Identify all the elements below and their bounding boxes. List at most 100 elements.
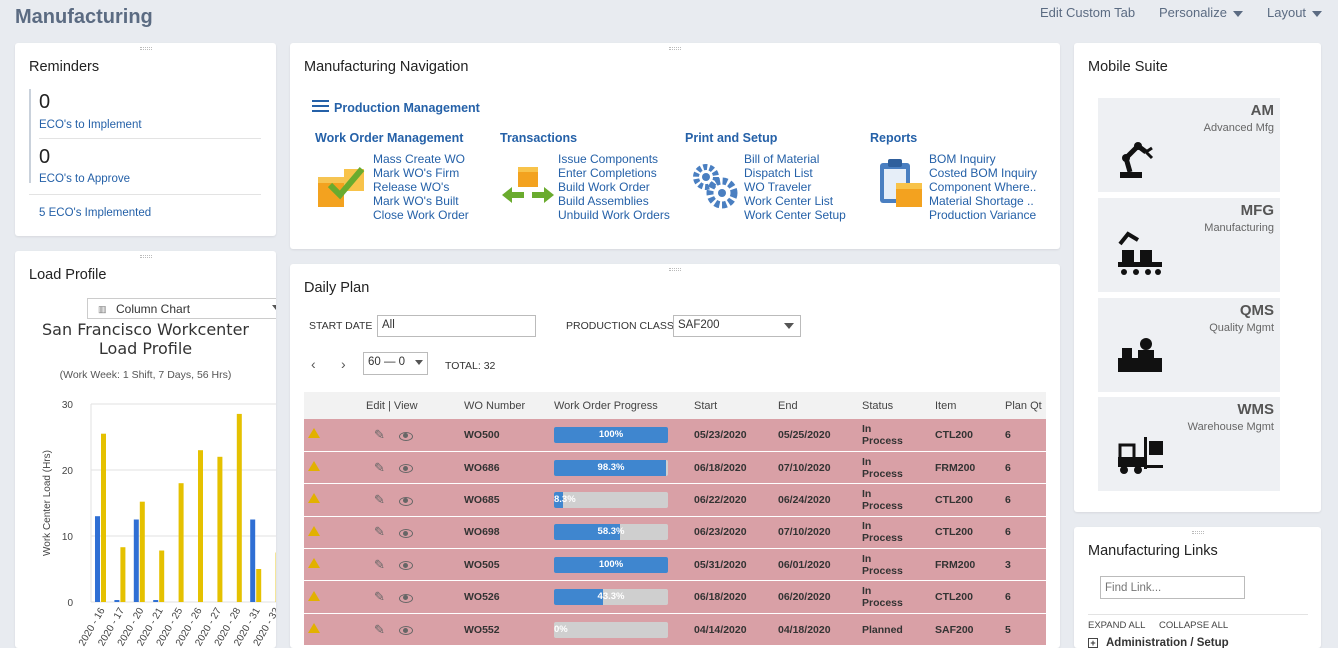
- bom-inquiry-link[interactable]: BOM Inquiry: [929, 152, 996, 166]
- issue-components-link[interactable]: Issue Components: [558, 152, 659, 166]
- table-row[interactable]: ✎ WO505 100% 05/31/2020 06/01/2020 In Process F…: [304, 548, 1046, 582]
- transactions-heading[interactable]: Transactions: [500, 131, 578, 145]
- column-header[interactable]: Edit | View: [362, 392, 460, 419]
- view-eye-icon[interactable]: [398, 626, 413, 636]
- production-management-heading[interactable]: Production Management: [334, 101, 480, 115]
- table-row[interactable]: ✎ WO698 58.3% 06/23/2020 07/10/2020 In Process…: [304, 516, 1046, 550]
- view-eye-icon[interactable]: [398, 496, 413, 506]
- plan-qty-cell: 6: [1001, 419, 1046, 452]
- view-eye-icon[interactable]: [398, 431, 413, 441]
- previous-page-icon[interactable]: ‹: [311, 356, 316, 372]
- edit-custom-tab-link[interactable]: Edit Custom Tab: [1040, 5, 1136, 20]
- tile-wms[interactable]: WMS Warehouse Mgmt: [1098, 397, 1280, 491]
- menu-icon[interactable]: [312, 100, 329, 112]
- page-range-select[interactable]: 60 — 0: [363, 352, 428, 375]
- layout-menu[interactable]: Layout: [1267, 5, 1323, 20]
- drag-handle[interactable]: [139, 47, 152, 50]
- column-header[interactable]: Work Order Progress: [550, 392, 690, 419]
- wo-number-cell[interactable]: WO685: [460, 483, 550, 517]
- work-center-setup-link[interactable]: Work Center Setup: [744, 208, 846, 222]
- column-header[interactable]: End: [774, 392, 858, 419]
- expand-all-link[interactable]: EXPAND ALL: [1088, 620, 1146, 631]
- drag-handle[interactable]: [669, 47, 681, 50]
- tile-mfg[interactable]: MFG Manufacturing: [1098, 198, 1280, 292]
- edit-pencil-icon[interactable]: ✎: [374, 621, 385, 637]
- print-and-setup-heading[interactable]: Print and Setup: [685, 131, 778, 145]
- drag-handle[interactable]: [139, 255, 152, 258]
- table-row[interactable]: ✎ WO552 0% 04/14/2020 04/18/2020 Planned SAF20…: [304, 613, 1046, 647]
- expand-plus-icon[interactable]: +: [1088, 638, 1098, 648]
- view-eye-icon[interactable]: [398, 561, 413, 571]
- close-work-order-link[interactable]: Close Work Order: [373, 208, 469, 222]
- unbuild-work-orders-link[interactable]: Unbuild Work Orders: [558, 208, 670, 222]
- build-assemblies-link[interactable]: Build Assemblies: [558, 194, 649, 208]
- edit-pencil-icon[interactable]: ✎: [374, 556, 385, 572]
- build-work-order-link[interactable]: Build Work Order: [558, 180, 650, 194]
- wo-traveler-link[interactable]: WO Traveler: [744, 180, 812, 194]
- enter-completions-link[interactable]: Enter Completions: [558, 166, 657, 180]
- status-line2: Process: [862, 597, 903, 610]
- mark-wo-built-link[interactable]: Mark WO's Built: [373, 194, 459, 208]
- work-order-management-heading[interactable]: Work Order Management: [315, 131, 464, 145]
- bill-of-material-link[interactable]: Bill of Material: [744, 152, 820, 166]
- reminder-count[interactable]: 0: [39, 146, 51, 168]
- view-eye-icon[interactable]: [398, 593, 413, 603]
- chart-type-select[interactable]: ▥ Column Chart: [87, 298, 276, 319]
- column-header[interactable]: WO Number: [460, 392, 550, 419]
- administration-setup-group[interactable]: Administration / Setup: [1106, 637, 1229, 648]
- view-eye-icon[interactable]: [398, 464, 413, 474]
- edit-pencil-icon[interactable]: ✎: [374, 459, 385, 475]
- reminder-label[interactable]: ECO's to Approve: [39, 173, 131, 185]
- mass-create-wo-link[interactable]: Mass Create WO: [373, 152, 466, 166]
- view-eye-icon[interactable]: [398, 529, 413, 539]
- production-variance-link[interactable]: Production Variance: [929, 208, 1037, 222]
- table-row[interactable]: ✎ WO526 43.3% 06/18/2020 06/20/2020 In Process…: [304, 580, 1046, 614]
- status-cell: In Process: [858, 483, 931, 517]
- column-header[interactable]: Item: [931, 392, 1001, 419]
- end-date-cell: 07/10/2020: [774, 451, 858, 485]
- production-class-select[interactable]: SAF200: [673, 315, 801, 337]
- collapse-all-link[interactable]: COLLAPSE ALL: [1159, 620, 1229, 631]
- edit-pencil-icon[interactable]: ✎: [374, 426, 385, 442]
- wo-number-cell[interactable]: WO526: [460, 580, 550, 614]
- tile-am[interactable]: AM Advanced Mfg: [1098, 98, 1280, 192]
- drag-handle[interactable]: [669, 268, 681, 271]
- reports-heading[interactable]: Reports: [870, 131, 918, 145]
- bar: [139, 501, 145, 602]
- eco-implemented-link[interactable]: 5 ECO's Implemented: [39, 207, 151, 219]
- wo-number-cell[interactable]: WO698: [460, 516, 550, 550]
- wo-number-cell[interactable]: WO552: [460, 613, 550, 647]
- work-center-list-link[interactable]: Work Center List: [744, 194, 834, 208]
- table-row[interactable]: ✎ WO500 100% 05/23/2020 05/25/2020 In Process C…: [304, 419, 1046, 452]
- drag-handle[interactable]: [1191, 531, 1204, 534]
- progress-bar: 100%: [554, 556, 668, 573]
- column-header[interactable]: Plan Qt: [1001, 392, 1046, 419]
- start-date-input[interactable]: All: [377, 315, 536, 337]
- reminder-label[interactable]: ECO's to Implement: [39, 119, 142, 131]
- reminders-title: Reminders: [29, 59, 100, 75]
- table-row[interactable]: ✎ WO685 8.3% 06/22/2020 06/24/2020 In Process C…: [304, 483, 1046, 517]
- find-link-input[interactable]: [1100, 576, 1245, 599]
- component-where-link[interactable]: Component Where..: [929, 180, 1037, 194]
- table-row[interactable]: ✎ WO686 98.3% 06/18/2020 07/10/2020 In Process…: [304, 451, 1046, 485]
- edit-pencil-icon[interactable]: ✎: [374, 491, 385, 507]
- wo-number-cell[interactable]: WO500: [460, 419, 550, 452]
- wo-number-cell[interactable]: WO505: [460, 548, 550, 582]
- tile-qms[interactable]: QMS Quality Mgmt: [1098, 298, 1280, 392]
- bar: [250, 519, 256, 602]
- chart-type-value: Column Chart: [116, 302, 191, 316]
- personalize-menu[interactable]: Personalize: [1159, 5, 1243, 20]
- material-shortage-link[interactable]: Material Shortage ..: [929, 194, 1034, 208]
- column-header[interactable]: Start: [690, 392, 774, 419]
- mark-wo-firm-link[interactable]: Mark WO's Firm: [373, 166, 460, 180]
- dispatch-list-link[interactable]: Dispatch List: [744, 166, 813, 180]
- costed-bom-inquiry-link[interactable]: Costed BOM Inquiry: [929, 166, 1038, 180]
- tile-name: Manufacturing: [1204, 222, 1274, 234]
- wo-number-cell[interactable]: WO686: [460, 451, 550, 485]
- next-page-icon[interactable]: ›: [341, 356, 346, 372]
- column-header[interactable]: Status: [858, 392, 931, 419]
- reminder-count[interactable]: 0: [39, 91, 51, 113]
- edit-pencil-icon[interactable]: ✎: [374, 524, 385, 540]
- release-wo-link[interactable]: Release WO's: [373, 180, 450, 194]
- edit-pencil-icon[interactable]: ✎: [374, 589, 385, 605]
